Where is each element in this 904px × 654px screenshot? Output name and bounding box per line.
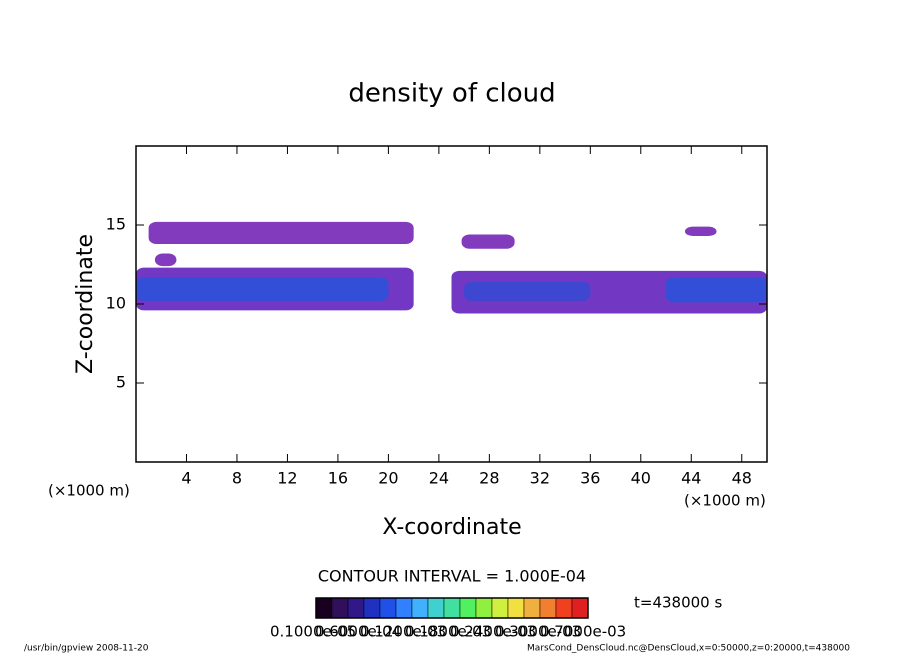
colorbar-swatch [475,597,493,619]
x-tick-label: 20 [378,469,398,488]
colorbar-swatch [459,597,477,619]
colorbar-swatch [331,597,349,619]
colorbar-swatch [523,597,541,619]
contour-patch [464,281,591,301]
contour-patch [154,253,177,267]
colorbar-swatch [315,597,333,619]
contour-patch [148,221,414,244]
colorbar-swatch [443,597,461,619]
x-tick-label: 36 [580,469,600,488]
x-tick-label: 24 [429,469,449,488]
colorbar-frame [315,597,589,619]
colorbar-swatch [363,597,381,619]
contour-patch [684,226,717,237]
colorbar-swatch [555,597,573,619]
x-tick-label: 32 [530,469,550,488]
colorbar-swatch [395,597,413,619]
colorbar-swatch [571,597,589,619]
colorbar-label: 0.7000e-03 [540,623,626,641]
contour-patch [136,277,389,301]
y-tick-label: 15 [106,215,126,234]
x-unit: (×1000 m) [684,492,766,510]
colorbar-label: 0.1200e-03 [360,623,446,641]
x-axis-label: X-coordinate [382,515,521,540]
colorbar-label: 0.1800e-03 [405,623,491,641]
time-label: t=438000 s [634,594,722,612]
chart-title: density of cloud [348,79,555,109]
y-tick-label: 10 [106,294,126,313]
x-tick-label: 40 [631,469,651,488]
colorbar-label: 0.3000e-03 [495,623,581,641]
contour-interval: CONTOUR INTERVAL = 1.000E-04 [318,567,586,586]
colorbar-swatch [411,597,429,619]
colorbar-swatch [539,597,557,619]
colorbar-label: 0.2400e-03 [450,623,536,641]
x-unit: (×1000 m) [48,482,130,500]
x-tick-label: 28 [479,469,499,488]
x-tick-label: 12 [277,469,297,488]
x-tick-label: 44 [681,469,701,488]
contour-patch [666,277,767,303]
footer: /usr/bin/gpview 2008-11-20 [24,644,149,654]
x-tick-label: 4 [181,469,191,488]
colorbar-label: 0.1000e-05 [270,623,356,641]
colorbar-label: 0.6000e-04 [315,623,401,641]
y-tick-label: 5 [116,373,126,392]
colorbar-swatch [507,597,525,619]
y-axis-label: Z-coordinate [73,234,98,374]
contour-patch [461,234,515,249]
colorbar-swatch [347,597,365,619]
footer: MarsCond_DensCloud.nc@DensCloud,x=0:5000… [527,644,850,654]
x-tick-label: 48 [732,469,752,488]
colorbar-swatch [491,597,509,619]
x-tick-label: 8 [232,469,242,488]
colorbar-swatch [379,597,397,619]
colorbar-swatch [427,597,445,619]
x-tick-label: 16 [328,469,348,488]
